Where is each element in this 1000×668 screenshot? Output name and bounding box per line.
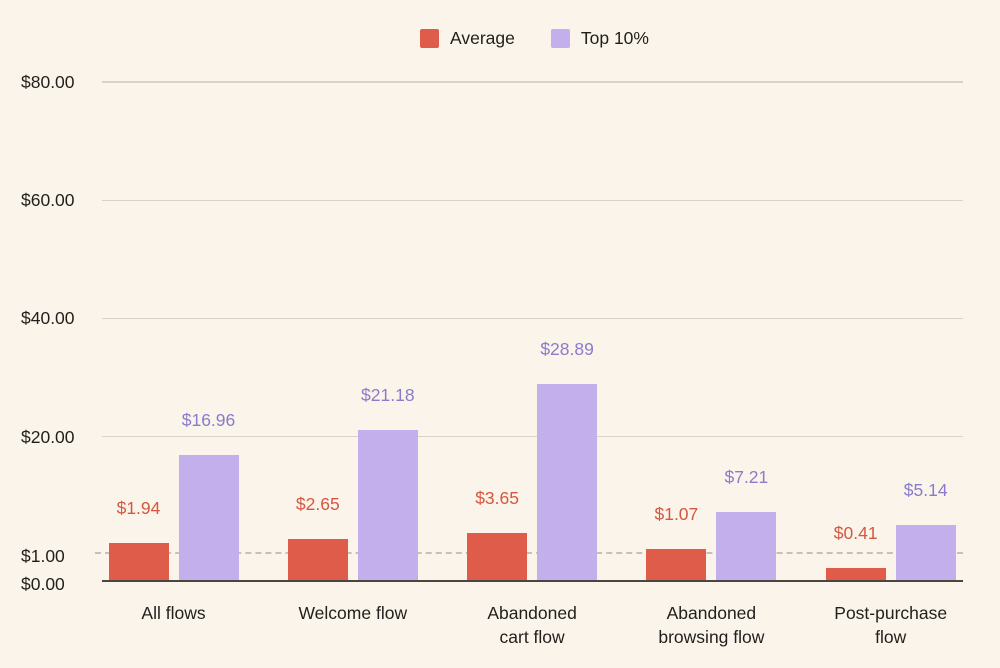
x-category-label-all-flows: All flows <box>141 603 206 623</box>
bar-abandoned-cart-flow-average <box>467 533 528 582</box>
legend-swatch-average <box>420 28 439 48</box>
bar-welcome-flow-average <box>287 539 348 582</box>
y-tick-label-60: $60.00 <box>21 190 75 211</box>
legend-label: Top 10% <box>580 28 649 48</box>
gridline-80 <box>102 81 963 83</box>
x-category-label-abandoned-browsing-flow: Abandoned browsing flow <box>658 603 765 647</box>
bar-abandoned-cart-flow-top-10 <box>537 384 598 582</box>
bar-abandoned-browsing-flow-top-10 <box>716 512 777 582</box>
bar-post-purchase-flow-top-10 <box>895 524 956 582</box>
bar-welcome-flow-top-10 <box>357 429 418 582</box>
x-axis-line <box>102 579 963 582</box>
y-tick-label-0: $0.00 <box>21 573 65 594</box>
bar-value-abandoned-browsing-flow-average: $1.07 <box>654 503 699 524</box>
x-category-label-welcome-flow: Welcome flow <box>298 603 408 623</box>
chart-legend: Average Top 10% <box>420 28 649 48</box>
legend-swatch-top-10 <box>550 28 570 48</box>
legend-label: Average <box>450 28 515 48</box>
bar-value-all-flows-average: $1.94 <box>116 498 161 519</box>
bar-all-flows-top-10 <box>178 454 239 582</box>
y-tick-label-80: $80.00 <box>21 72 75 92</box>
dashed-gridline-1 <box>95 552 963 554</box>
y-tick-label-40: $40.00 <box>21 308 75 329</box>
bar-value-all-flows-top-10: $16.96 <box>181 409 236 430</box>
gridline-40 <box>102 317 963 320</box>
bar-value-abandoned-browsing-flow-top-10: $7.21 <box>724 467 769 488</box>
y-tick-label-1: $1.00 <box>21 545 65 566</box>
bar-value-post-purchase-flow-top-10: $5.14 <box>903 479 948 500</box>
x-category-label-abandoned-cart-flow: Abandoned cart flow <box>487 603 577 647</box>
bar-post-purchase-flow-average <box>825 567 886 582</box>
bar-value-abandoned-cart-flow-average: $3.65 <box>475 488 519 509</box>
legend-item-top-10: Top 10% <box>550 28 649 48</box>
y-tick-label-20: $20.00 <box>21 426 75 447</box>
bar-value-post-purchase-flow-average: $0.41 <box>833 522 878 543</box>
legend-item-average: Average <box>420 28 515 48</box>
bar-all-flows-average <box>108 543 169 582</box>
bar-value-welcome-flow-average: $2.65 <box>295 494 340 515</box>
gridline-20 <box>102 435 963 438</box>
bar-value-welcome-flow-top-10: $21.18 <box>361 384 415 405</box>
x-category-label-post-purchase-flow: Post-purchase flow <box>834 603 948 647</box>
bar-value-abandoned-cart-flow-top-10: $28.89 <box>540 339 594 360</box>
gridline-60 <box>102 199 963 201</box>
bar-abandoned-browsing-flow-average <box>646 548 707 582</box>
